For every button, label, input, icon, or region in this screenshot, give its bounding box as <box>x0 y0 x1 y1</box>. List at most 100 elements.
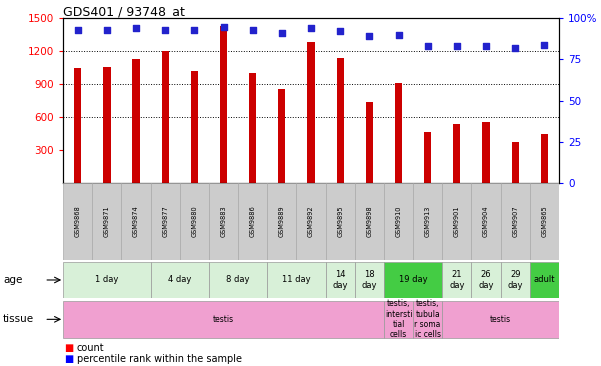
Bar <box>121 183 151 260</box>
Bar <box>151 183 180 260</box>
Text: GSM9883: GSM9883 <box>221 206 227 237</box>
Text: GSM9886: GSM9886 <box>249 206 255 237</box>
Bar <box>151 262 209 298</box>
Bar <box>191 71 198 183</box>
Bar <box>74 68 81 183</box>
Bar <box>442 262 471 298</box>
Bar <box>209 183 238 260</box>
Text: GSM9877: GSM9877 <box>162 206 168 237</box>
Bar <box>453 124 460 183</box>
Bar <box>220 26 227 183</box>
Text: testis: testis <box>213 315 234 324</box>
Bar <box>395 83 402 183</box>
Text: GDS401 / 93748_at: GDS401 / 93748_at <box>63 5 185 18</box>
Text: 8 day: 8 day <box>227 276 250 284</box>
Bar <box>326 183 355 260</box>
Bar <box>267 262 326 298</box>
Text: GSM9895: GSM9895 <box>337 206 343 237</box>
Bar <box>278 89 285 183</box>
Point <box>160 27 170 33</box>
Bar <box>471 183 501 260</box>
Text: 11 day: 11 day <box>282 276 311 284</box>
Point <box>481 43 491 49</box>
Bar <box>529 262 559 298</box>
Bar <box>296 183 326 260</box>
Point <box>307 25 316 31</box>
Bar <box>355 262 384 298</box>
Point <box>219 23 228 29</box>
Text: testis,
tubula
r soma
ic cells: testis, tubula r soma ic cells <box>415 299 441 339</box>
Bar <box>413 183 442 260</box>
Bar <box>238 183 267 260</box>
Point <box>423 43 433 49</box>
Bar <box>483 122 490 183</box>
Bar <box>267 183 296 260</box>
Bar <box>541 134 548 183</box>
Text: GSM9868: GSM9868 <box>75 206 81 237</box>
Text: GSM9898: GSM9898 <box>367 206 373 237</box>
Bar <box>326 262 355 298</box>
Bar <box>501 183 529 260</box>
Point <box>394 32 403 38</box>
Text: testis: testis <box>490 315 511 324</box>
Point <box>277 30 287 36</box>
Bar <box>365 102 373 183</box>
Point <box>73 27 82 33</box>
Point <box>452 43 462 49</box>
Bar <box>132 59 139 183</box>
Bar <box>384 301 413 338</box>
Text: count: count <box>77 343 105 354</box>
Bar <box>249 73 257 183</box>
Bar <box>93 183 121 260</box>
Text: age: age <box>3 275 22 285</box>
Bar <box>63 262 151 298</box>
Text: ■: ■ <box>64 343 73 354</box>
Point <box>102 27 112 33</box>
Text: 29
day: 29 day <box>507 270 523 290</box>
Point <box>131 25 141 31</box>
Bar <box>424 132 432 183</box>
Text: ■: ■ <box>64 354 73 365</box>
Bar <box>337 58 344 183</box>
Text: GSM9901: GSM9901 <box>454 206 460 237</box>
Bar <box>209 262 267 298</box>
Text: GSM9913: GSM9913 <box>425 206 431 237</box>
Bar <box>442 301 559 338</box>
Bar <box>511 142 519 183</box>
Text: 18
day: 18 day <box>362 270 377 290</box>
Bar <box>63 301 384 338</box>
Bar <box>384 183 413 260</box>
Text: percentile rank within the sample: percentile rank within the sample <box>77 354 242 365</box>
Text: GSM9889: GSM9889 <box>279 206 285 237</box>
Text: GSM9865: GSM9865 <box>542 206 548 237</box>
Bar <box>103 67 111 183</box>
Text: GSM9880: GSM9880 <box>191 206 197 237</box>
Text: tissue: tissue <box>3 314 34 324</box>
Bar <box>384 262 442 298</box>
Text: adult: adult <box>534 276 555 284</box>
Point <box>248 27 257 33</box>
Point <box>335 29 345 34</box>
Point <box>189 27 199 33</box>
Bar <box>162 51 169 183</box>
Text: GSM9904: GSM9904 <box>483 206 489 237</box>
Point <box>540 42 549 48</box>
Bar <box>471 262 501 298</box>
Bar <box>355 183 384 260</box>
Text: GSM9874: GSM9874 <box>133 206 139 237</box>
Text: 1 day: 1 day <box>95 276 118 284</box>
Point <box>510 45 520 51</box>
Bar <box>529 183 559 260</box>
Bar <box>63 183 93 260</box>
Text: 4 day: 4 day <box>168 276 192 284</box>
Bar <box>180 183 209 260</box>
Text: 21
day: 21 day <box>449 270 465 290</box>
Bar <box>307 42 315 183</box>
Text: 26
day: 26 day <box>478 270 494 290</box>
Bar <box>501 262 529 298</box>
Bar <box>442 183 471 260</box>
Point <box>365 34 374 40</box>
Text: GSM9871: GSM9871 <box>104 206 110 237</box>
Bar <box>413 301 442 338</box>
Text: 19 day: 19 day <box>399 276 427 284</box>
